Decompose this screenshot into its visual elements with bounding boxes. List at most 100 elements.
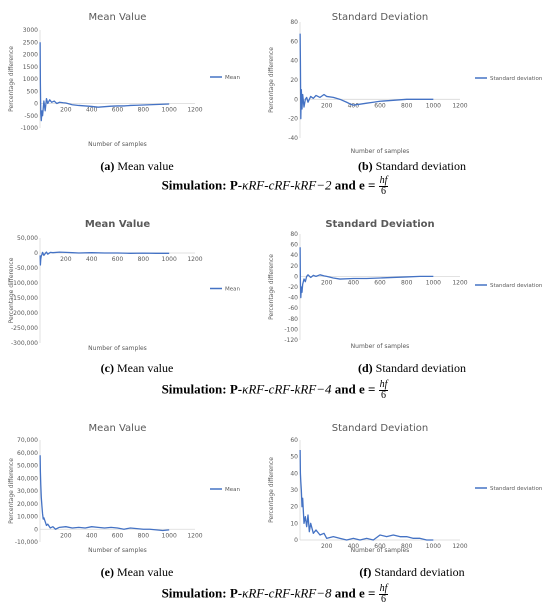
x-tick-label: 800 xyxy=(401,279,413,286)
y-tick-label: -50,000 xyxy=(15,265,38,272)
sim2-prefix: Simulation: P- xyxy=(161,381,243,397)
x-tick-label: 1000 xyxy=(426,279,441,286)
y-tick-label: 60 xyxy=(290,437,298,444)
caption-c-label: (c) xyxy=(100,361,114,375)
x-tick-label: 800 xyxy=(401,102,413,109)
y-axis-label: Percentage difference xyxy=(268,47,275,113)
x-tick-label: 400 xyxy=(348,279,360,286)
x-tick-label: 1000 xyxy=(162,532,177,539)
y-tick-label: -250,000 xyxy=(11,325,38,332)
x-tick-label: 600 xyxy=(374,543,386,550)
x-tick-label: 400 xyxy=(86,256,98,263)
sim1-frac-num: hf xyxy=(378,175,389,187)
x-tick-label: 200 xyxy=(60,532,72,539)
y-tick-label: -20 xyxy=(288,116,298,123)
series-line xyxy=(299,33,434,120)
x-tick-label: 400 xyxy=(348,102,360,109)
sim3-frac-num: hf xyxy=(378,583,389,595)
x-tick-label: 1200 xyxy=(187,256,202,263)
x-axis-label: Number of samples xyxy=(88,141,147,148)
x-tick-label: 400 xyxy=(348,543,360,550)
caption-e-text: Mean value xyxy=(114,565,174,579)
legend-label: Mean xyxy=(225,75,240,81)
y-tick-label: 40,000 xyxy=(17,475,38,482)
y-tick-label: 30,000 xyxy=(17,488,38,495)
y-tick-label: 60,000 xyxy=(17,450,38,457)
x-tick-label: 600 xyxy=(374,279,386,286)
sim3-prefix: Simulation: P- xyxy=(161,585,243,601)
chart-title: Mean Value xyxy=(89,12,147,23)
chart-d: Standard Deviation -120 -100 -80 -60 -40 -20 0 2… xyxy=(268,219,543,350)
y-tick-label: -20 xyxy=(288,284,298,291)
x-tick-label: 1000 xyxy=(426,102,441,109)
chart-title: Standard Deviation xyxy=(332,12,429,23)
series-line xyxy=(39,42,170,122)
y-axis-label: Percentage difference xyxy=(8,46,15,112)
caption-b: (b) Standard deviation xyxy=(312,159,512,174)
series-line xyxy=(299,449,434,541)
x-tick-label: 400 xyxy=(86,532,98,539)
y-tick-label: 0 xyxy=(294,96,298,103)
y-tick-label: 1000 xyxy=(23,76,38,83)
x-tick-label: 1200 xyxy=(452,543,467,550)
y-tick-label: 0 xyxy=(294,537,298,544)
y-tick-label: -200,000 xyxy=(11,310,38,317)
y-tick-label: 2500 xyxy=(23,39,38,46)
sim2-suffix: and e = xyxy=(331,381,376,397)
x-tick-label: 200 xyxy=(321,102,333,109)
x-tick-label: 1200 xyxy=(187,532,202,539)
caption-d-text: Standard deviation xyxy=(372,361,466,375)
chart-title: Mean Value xyxy=(89,423,147,434)
x-tick-label: 600 xyxy=(112,107,124,114)
y-tick-label: 20 xyxy=(290,263,298,270)
x-axis-label: Number of samples xyxy=(351,343,410,350)
y-tick-label: 50,000 xyxy=(17,463,38,470)
sim1-suffix: and e = xyxy=(331,177,376,193)
x-tick-label: 1000 xyxy=(162,256,177,263)
y-axis-label: Percentage difference xyxy=(268,457,275,523)
y-tick-label: -40 xyxy=(288,135,298,142)
chart-a: Mean Value -1000 -500 0 500 1000 1500 2000 2500 3… xyxy=(8,12,240,148)
y-tick-label: 3000 xyxy=(23,27,38,34)
caption-b-text: Standard deviation xyxy=(372,159,466,173)
y-tick-label: 0 xyxy=(34,250,38,257)
y-tick-label: 60 xyxy=(290,38,298,45)
x-tick-label: 600 xyxy=(112,256,124,263)
sim2-frac-den: 6 xyxy=(381,390,387,401)
series-line xyxy=(299,247,434,299)
simulation-title-2: Simulation: P-κRF-cRF-kRF−4 and e = hf 6 xyxy=(0,380,550,401)
y-tick-label: 20 xyxy=(290,77,298,84)
caption-f-text: Standard deviation xyxy=(371,565,465,579)
x-tick-label: 800 xyxy=(138,256,150,263)
chart-title: Mean Value xyxy=(85,219,151,230)
y-tick-label: 80 xyxy=(290,231,298,238)
y-tick-label: -60 xyxy=(288,305,298,312)
caption-b-label: (b) xyxy=(358,159,373,173)
y-tick-label: -100,000 xyxy=(11,280,38,287)
x-tick-label: 800 xyxy=(138,532,150,539)
caption-c: (c) Mean value xyxy=(37,361,237,376)
y-tick-label: -10,000 xyxy=(15,539,38,546)
y-tick-label: -300,000 xyxy=(11,340,38,347)
y-tick-label: 0 xyxy=(34,526,38,533)
x-tick-label: 1000 xyxy=(162,107,177,114)
x-tick-label: 200 xyxy=(321,543,333,550)
y-tick-label: -100 xyxy=(284,326,298,333)
y-axis-label: Percentage difference xyxy=(268,254,275,320)
sim3-frac-den: 6 xyxy=(381,594,387,605)
sim3-kernel: κRF-cRF-kRF−8 xyxy=(242,585,332,601)
y-tick-label: 80 xyxy=(290,19,298,26)
x-tick-label: 200 xyxy=(321,279,333,286)
caption-a-text: Mean value xyxy=(114,159,174,173)
y-axis-label: Percentage difference xyxy=(8,257,15,323)
y-tick-label: 10,000 xyxy=(17,514,38,521)
sim1-fraction: hf 6 xyxy=(378,175,389,197)
x-axis-label: Number of samples xyxy=(88,547,147,554)
chart-f: Standard Deviation 0 10 20 30 40 50 60 200 400 600… xyxy=(268,423,543,554)
legend-label: Mean xyxy=(225,287,240,293)
caption-c-text: Mean value xyxy=(114,361,174,375)
sim2-fraction: hf 6 xyxy=(378,380,389,401)
x-tick-label: 600 xyxy=(374,102,386,109)
y-tick-label: 20,000 xyxy=(17,501,38,508)
y-tick-label: -40 xyxy=(288,295,298,302)
